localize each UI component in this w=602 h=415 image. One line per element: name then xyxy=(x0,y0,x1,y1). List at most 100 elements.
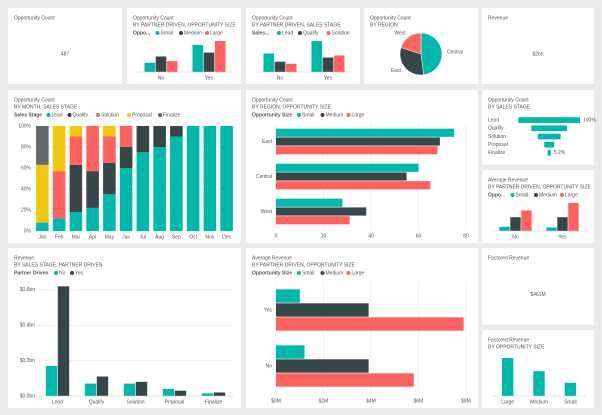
funnel-bar xyxy=(547,150,551,156)
bar-segment xyxy=(86,207,99,231)
x-tick-label: Oct xyxy=(189,234,197,240)
legend-label: Medium xyxy=(326,112,344,118)
bar-segment xyxy=(86,171,99,208)
tile-subtitle: BY PARTNER DRIVEN, OPPORTUNITY SIZE xyxy=(252,262,356,268)
bar xyxy=(192,44,204,72)
funnel-bar xyxy=(518,117,580,123)
y-tick-label: No xyxy=(266,363,273,369)
tile-subtitle: BY PARTNER DRIVEN, OPPORTUNITY SIZE xyxy=(133,22,237,28)
legend-label: Medium xyxy=(326,270,344,276)
bar xyxy=(276,289,300,303)
y-tick-label: Yes xyxy=(264,307,273,313)
tile-title: Average Revenue xyxy=(488,177,528,183)
legend-label: Lead xyxy=(282,30,293,36)
y-tick-label: $0.4bn xyxy=(20,323,36,329)
pie-slice xyxy=(400,32,422,55)
legend-swatch xyxy=(54,271,58,275)
x-tick-label: $4M xyxy=(366,398,376,404)
bar-segment xyxy=(119,147,133,168)
legend-title: Opportunity Size xyxy=(252,112,292,118)
bar-segment xyxy=(36,164,49,223)
legend-label: Large xyxy=(352,270,365,276)
bar xyxy=(263,53,275,72)
legend-label: Large xyxy=(352,112,365,118)
bar xyxy=(285,63,297,72)
bar xyxy=(276,359,369,373)
tile-title: Opportunity Count xyxy=(370,15,411,21)
x-tick-label: Jul xyxy=(140,234,146,240)
bar-segment xyxy=(220,126,233,231)
pie-slice xyxy=(420,32,443,76)
bar-segment xyxy=(136,152,150,231)
legend-label: Qualify xyxy=(73,112,89,118)
slice-label: East xyxy=(391,68,402,74)
y-tick-label: $0.6bn xyxy=(20,287,36,293)
tile-title: Factored Revenue xyxy=(488,255,529,261)
bar xyxy=(276,317,464,331)
funnel-bar xyxy=(544,141,555,148)
x-tick-label: Qualify xyxy=(89,399,105,405)
x-tick-label: Yes xyxy=(205,75,214,81)
stage-label: Proposal xyxy=(488,142,508,148)
legend-swatch xyxy=(346,271,351,275)
legend-swatch xyxy=(127,113,131,117)
bar xyxy=(521,210,532,231)
card-value: 487 xyxy=(61,51,70,57)
bar xyxy=(84,383,97,396)
legend-swatch xyxy=(46,113,51,117)
bar xyxy=(155,56,167,72)
y-tick-label: 40% xyxy=(21,186,32,192)
x-tick-label: Finalize xyxy=(205,399,222,405)
y-tick-label: 100% xyxy=(18,123,31,129)
legend-swatch xyxy=(70,271,74,275)
pie-slice xyxy=(399,47,424,76)
bar-segment xyxy=(103,136,116,163)
x-tick-label: Dec xyxy=(222,234,231,240)
y-tick-label: West xyxy=(261,209,273,215)
x-tick-label: Nov xyxy=(205,234,214,240)
legend-label: Large xyxy=(210,30,223,36)
legend-swatch xyxy=(320,271,325,275)
y-tick-label: 20% xyxy=(21,207,32,213)
bar-segment xyxy=(103,162,116,195)
card-value: $2bn xyxy=(532,51,543,57)
bar xyxy=(57,286,70,396)
x-tick-label: No xyxy=(512,234,519,240)
bar xyxy=(201,393,214,396)
legend-swatch xyxy=(158,113,162,117)
bar xyxy=(276,373,414,387)
legend-swatch xyxy=(346,113,351,117)
bar xyxy=(214,41,226,72)
bar xyxy=(557,217,568,231)
bar-segment xyxy=(36,126,49,165)
bar-segment xyxy=(103,126,116,137)
legend-swatch xyxy=(155,31,160,35)
tile-title: Opportunity Count xyxy=(252,15,293,21)
bar xyxy=(333,55,345,72)
bar xyxy=(276,216,350,225)
y-tick-label: $0.0bn xyxy=(20,393,36,399)
bar xyxy=(499,226,510,231)
bar xyxy=(274,61,286,72)
bar-segment xyxy=(170,136,183,231)
funnel-bar xyxy=(531,125,568,132)
x-tick-label: May xyxy=(105,234,115,240)
x-tick-label: Lead xyxy=(52,399,63,405)
tile-title: Average Revenue xyxy=(252,255,292,261)
bar xyxy=(213,392,226,396)
bar xyxy=(311,41,323,72)
legend-label: Small xyxy=(302,270,315,276)
bar-segment xyxy=(69,136,83,165)
y-tick-label: 0% xyxy=(24,228,32,234)
bar xyxy=(501,358,514,396)
legend-label: Solution xyxy=(101,112,119,118)
bar-segment xyxy=(69,126,83,137)
legend-label: Finalize xyxy=(163,112,180,118)
x-tick-label: $8M xyxy=(461,398,471,404)
bar xyxy=(144,62,156,72)
tile-subtitle: BY PARTNER DRIVEN, OPPORTUNITY SIZE xyxy=(488,184,592,190)
tile-title: Opportunity Count xyxy=(14,15,55,21)
tile-subtitle: BY MONTH, SALES STAGE xyxy=(14,104,78,110)
y-tick-label: 80% xyxy=(21,144,32,150)
legend-swatch xyxy=(534,193,538,197)
